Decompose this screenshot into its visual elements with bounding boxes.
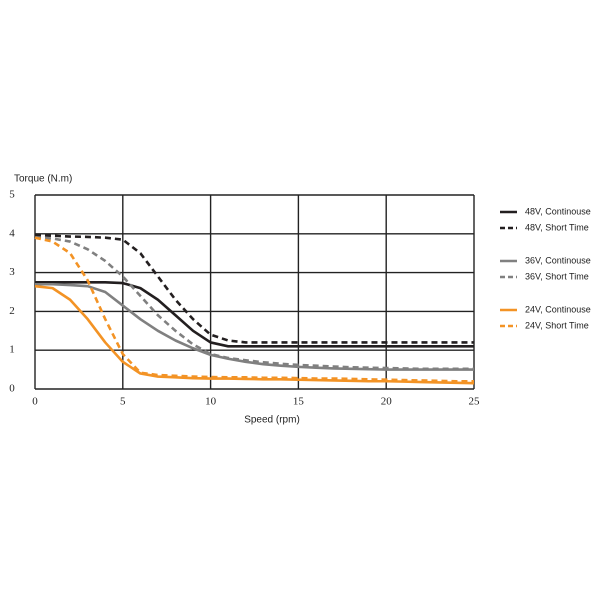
legend-label: 36V, Short Time: [525, 271, 589, 281]
y-tick-label: 2: [9, 305, 15, 317]
x-tick-label: 15: [293, 396, 305, 408]
y-tick-label: 0: [9, 383, 15, 395]
legend-label: 48V, Continouse: [525, 206, 591, 216]
x-axis-title: Speed (rpm): [244, 415, 300, 426]
y-tick-label: 3: [9, 266, 15, 278]
legend-label: 48V, Short Time: [525, 222, 589, 232]
series-line: [34, 236, 474, 371]
y-tick-label: 1: [9, 344, 15, 356]
x-tick-label: 25: [469, 396, 481, 408]
x-tick-label: 10: [205, 396, 217, 408]
x-tick-label: 5: [120, 396, 126, 408]
legend-label: 24V, Short Time: [525, 320, 589, 330]
x-tick-label: 0: [32, 396, 38, 408]
series-line: [34, 284, 475, 385]
series-line: [34, 236, 474, 383]
series-line: [34, 233, 474, 344]
series-line: [35, 282, 474, 371]
x-tick-label: 20: [381, 396, 393, 408]
y-axis-title: Torque (N.m): [14, 174, 72, 185]
legend-label: 36V, Continouse: [525, 255, 591, 265]
y-tick-label: 4: [9, 227, 15, 239]
y-tick-label: 5: [9, 189, 15, 201]
legend-label: 24V, Continouse: [525, 304, 591, 314]
series-line: [35, 281, 474, 348]
